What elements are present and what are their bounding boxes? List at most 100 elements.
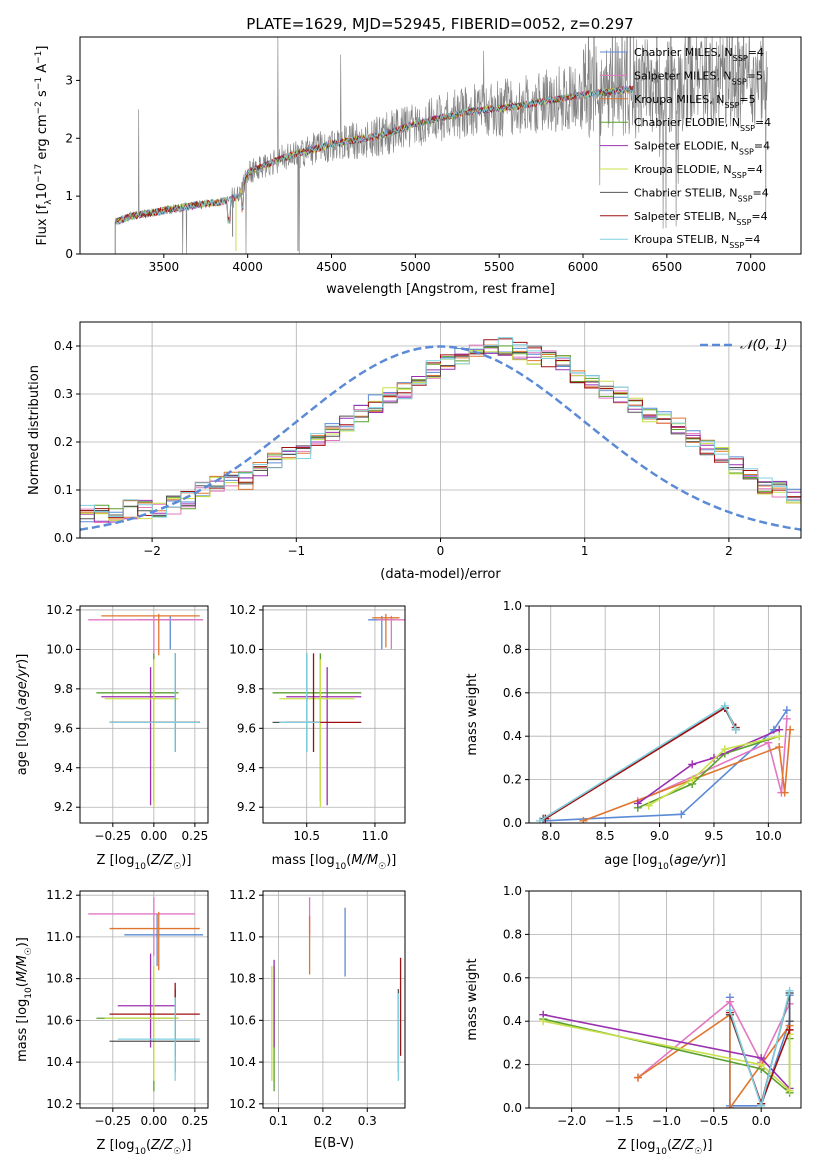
y-tick-label: 0.4 xyxy=(503,1014,522,1028)
y-tick-label: 11.2 xyxy=(46,888,73,902)
x-tick-label: 0.2 xyxy=(313,1114,332,1128)
error-bar-1 xyxy=(377,615,405,650)
age_vs_Z-grid xyxy=(80,606,208,823)
weight-point xyxy=(725,1104,734,1108)
spectrum-ylabel-part: −1 xyxy=(34,77,44,90)
normal-curve xyxy=(80,345,801,531)
age_vs_Z-xlabel-part: ( xyxy=(146,853,151,868)
age_vs_Z-axes: −0.25 0.00 0.259.29.49.69.810.010.2Z [log1… xyxy=(15,603,209,872)
y-tick-label: 10.8 xyxy=(46,972,73,986)
error-bar-4 xyxy=(286,667,362,806)
y-tick-label: 0.0 xyxy=(54,531,73,545)
x-tick-label: 0.00 xyxy=(140,829,167,843)
age_vs_Z-ylabel-part: ( xyxy=(15,706,30,711)
x-tick-label: −0.25 xyxy=(94,829,131,843)
age_vs_Z-xlabel-part: Z [log xyxy=(97,853,135,868)
error-bar-2 xyxy=(109,911,200,971)
x-tick-label: 10.5 xyxy=(293,829,320,843)
legend-suffix: =5 xyxy=(747,69,763,82)
model-spectrum-7 xyxy=(114,85,634,224)
error-bar-3 xyxy=(96,653,179,802)
charts-container: 3500 4000 4500 5000 5500 6000 6500 7000 0 1 2 3 Chab… xyxy=(15,36,802,1157)
x-tick-label: 0.00 xyxy=(140,1114,167,1128)
error-bar-1 xyxy=(88,897,195,956)
age_vs_Z-ylabel-part: age [log xyxy=(15,722,30,775)
y-tick-label: 0.0 xyxy=(503,1101,522,1115)
x-tick-label: −2.0 xyxy=(557,1114,586,1128)
spectrum-ylabel-part: ] xyxy=(35,46,50,51)
y-tick-label: 10.4 xyxy=(46,1055,73,1069)
weight-point xyxy=(539,1017,548,1026)
legend-sub: SSP xyxy=(733,54,748,63)
mass_vs_Z-xlabel-part: Z [log xyxy=(97,1138,135,1153)
mass_vs_Z-ylabel-part: mass [log xyxy=(15,999,30,1062)
y-tick-label: 0.2 xyxy=(503,1058,522,1072)
weight-series-0 xyxy=(729,995,791,1107)
weight-series-0 xyxy=(545,709,788,822)
legend-label: Chabrier STELIB, N xyxy=(634,186,738,199)
legend-label: Kroupa STELIB, N xyxy=(634,233,729,246)
weight_vs_age-xlabel-part: age [log xyxy=(604,853,657,868)
weight-point xyxy=(780,788,789,797)
x-tick-label: 3500 xyxy=(149,260,180,274)
mass_vs_Z-xlabel-part: ☉ xyxy=(173,1147,181,1157)
legend-suffix: =5 xyxy=(739,93,755,106)
legend-suffix: =4 xyxy=(748,46,764,59)
mass_vs_Z-xlabel: Z [log10(Z/Z☉)] xyxy=(97,1138,192,1157)
legend-label: Kroupa ELODIE, N xyxy=(634,163,732,176)
age_vs_mass-plot-area xyxy=(272,613,405,808)
legend-sub: SSP xyxy=(739,147,754,156)
weight_vs_Z-xlabel-part: Z [log xyxy=(618,1138,656,1153)
weight_vs_age-frame xyxy=(528,605,802,824)
weight_vs_Z-xlabel-part: 10 xyxy=(655,1147,667,1157)
age_vs_Z-xlabel: Z [log10(Z/Z☉)] xyxy=(97,853,192,872)
x-tick-label: 8.0 xyxy=(541,829,560,843)
weight-point xyxy=(782,714,791,723)
y-tick-label: 0.2 xyxy=(503,773,522,787)
mass_vs_Z-ylabel-part: M/M xyxy=(15,955,30,982)
legend-label: Kroupa MILES, N xyxy=(634,93,724,106)
error-bar-0 xyxy=(137,615,204,650)
mass_vs_EBV-grid xyxy=(263,891,405,1108)
residuals-legend: 𝒩(0, 1) xyxy=(700,338,787,353)
spectrum-ylabel-part: −17 xyxy=(34,164,44,183)
legend-entry: Salpeter STELIB, NSSP=4 xyxy=(634,210,768,227)
model-spectrum-3 xyxy=(114,86,634,225)
x-tick-label: 0.25 xyxy=(182,829,209,843)
mass_vs_EBV-plot-area xyxy=(271,897,402,1092)
mass_vs_Z-ylabel-part: )] xyxy=(15,937,30,947)
weight_vs_age-xlabel-part: age/yr xyxy=(674,853,717,868)
weight_vs_age-xlabel-part: 10 xyxy=(657,862,669,872)
legend-suffix: =4 xyxy=(744,233,760,246)
x-tick-label: 6500 xyxy=(652,260,683,274)
y-tick-label: 0.8 xyxy=(503,927,522,941)
x-tick-label: 4500 xyxy=(316,260,347,274)
x-tick-label: 5500 xyxy=(484,260,515,274)
weight_vs_Z-grid xyxy=(529,890,801,1109)
y-tick-label: 2 xyxy=(65,131,73,145)
weight_vs_Z-xlabel-part: )] xyxy=(702,1138,712,1153)
x-tick-label: 4000 xyxy=(232,260,263,274)
weight_vs_Z-xlabel-part: ☉ xyxy=(694,1147,702,1157)
y-tick-label: 1 xyxy=(65,189,73,203)
x-tick-label: −1 xyxy=(287,544,305,558)
weight_vs_Z-ylabel: mass weight xyxy=(465,958,480,1040)
y-tick-label: 10.8 xyxy=(229,972,256,986)
weight_vs_age-ylabel: mass weight xyxy=(465,673,480,755)
y-tick-label: 10.4 xyxy=(229,1055,256,1069)
weight-point xyxy=(688,760,697,769)
legend-entry: Salpeter MILES, NSSP=5 xyxy=(634,69,763,86)
spectrum-ylabel: Flux [fλ10−17 erg cm−2 s−1 A−1] xyxy=(34,46,54,246)
weight-point xyxy=(757,1101,766,1108)
y-tick-label: 10.0 xyxy=(46,642,73,656)
spectrum-plot-area xyxy=(114,37,768,254)
y-tick-label: 1.0 xyxy=(503,599,522,613)
y-tick-label: 9.8 xyxy=(237,682,256,696)
x-tick-label: 1 xyxy=(581,544,589,558)
legend-sub: SSP xyxy=(732,171,747,180)
mass-vs-ebv-xlabel: E(B-V) xyxy=(314,1136,354,1151)
age_vs_Z-ylabel-part: )] xyxy=(15,654,30,664)
error-bar-3 xyxy=(272,653,362,802)
x-tick-label: −1.0 xyxy=(652,1114,681,1128)
